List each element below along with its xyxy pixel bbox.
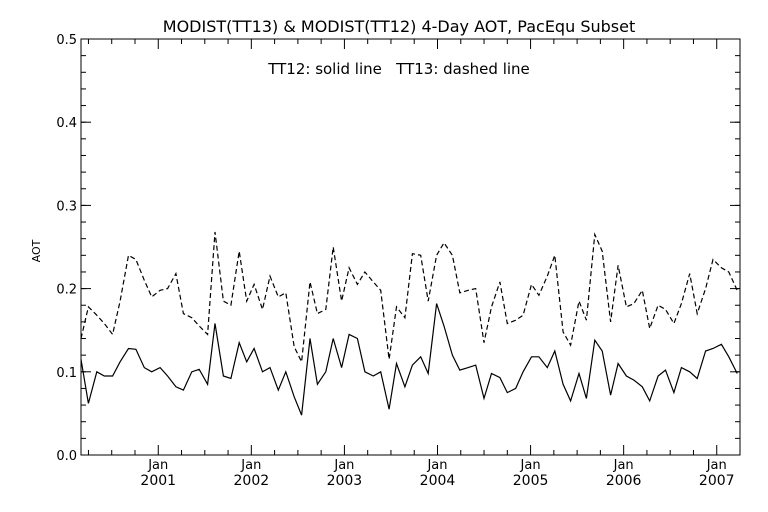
x-tick-label-year: 2007 (699, 473, 735, 489)
y-tick-label: 0.3 (56, 199, 77, 214)
x-tick-label-year: 2002 (234, 473, 270, 489)
x-tick-label-month: Jan (333, 458, 354, 473)
y-tick-label: 0.0 (56, 449, 77, 464)
x-tick-label-year: 2004 (420, 473, 456, 489)
series-line-tt12 (80, 303, 738, 416)
legend-annotation: TT12: solid line TT13: dashed line (267, 60, 530, 78)
x-tick-label-month: Jan (706, 458, 727, 473)
series-group (80, 231, 738, 416)
x-tick-label-month: Jan (426, 458, 447, 473)
y-tick-label: 0.5 (56, 33, 77, 48)
series-line-tt13 (80, 231, 738, 364)
chart-title: MODIST(TT13) & MODIST(TT12) 4-Day AOT, P… (163, 17, 635, 36)
x-tick-label-month: Jan (147, 458, 168, 473)
x-tick-label-year: 2003 (327, 473, 363, 489)
x-tick-label-year: 2001 (140, 473, 176, 489)
y-tick-label: 0.1 (56, 366, 77, 381)
y-tick-label: 0.2 (56, 283, 77, 298)
y-tick-label: 0.4 (56, 116, 77, 131)
axes-group: 0.00.10.20.30.40.5Jan2001Jan2002Jan2003J… (56, 33, 741, 489)
x-tick-label-month: Jan (240, 458, 261, 473)
plot-frame (80, 38, 741, 456)
y-axis-label: AOT (30, 239, 43, 262)
x-tick-label-month: Jan (520, 458, 541, 473)
x-tick-label-month: Jan (613, 458, 634, 473)
x-tick-label-year: 2006 (606, 473, 642, 489)
x-tick-label-year: 2005 (513, 473, 549, 489)
